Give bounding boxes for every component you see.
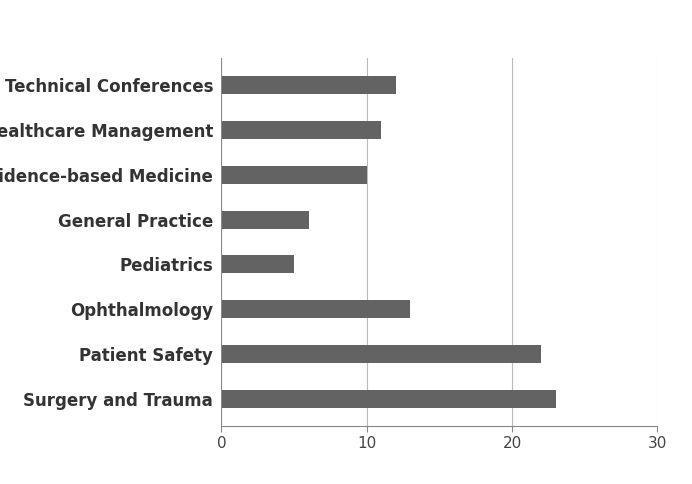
Bar [221,256,294,273]
Bar [221,345,541,363]
Bar [221,76,396,94]
Bar [221,300,410,318]
Bar [221,211,309,228]
Bar [221,390,556,408]
Bar [221,166,367,184]
Bar [221,121,381,139]
